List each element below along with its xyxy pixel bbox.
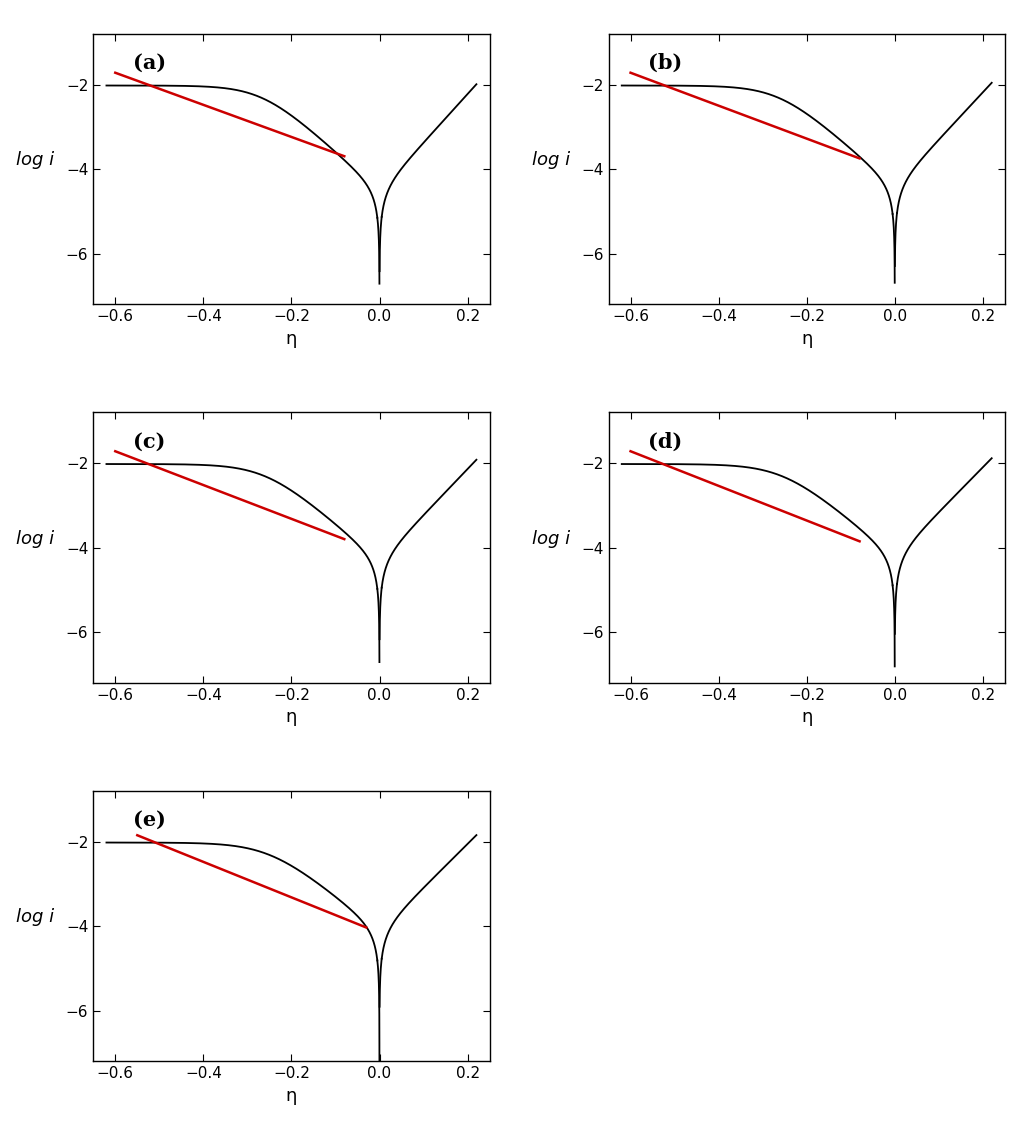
Text: (c): (c) <box>133 431 166 452</box>
Text: (a): (a) <box>133 53 166 72</box>
X-axis label: η: η <box>286 1087 297 1104</box>
Y-axis label: log i: log i <box>531 151 570 169</box>
Text: (e): (e) <box>133 809 166 830</box>
X-axis label: η: η <box>286 330 297 348</box>
Y-axis label: log i: log i <box>17 151 54 169</box>
X-axis label: η: η <box>801 708 812 726</box>
Text: (d): (d) <box>649 431 683 452</box>
Y-axis label: log i: log i <box>17 530 54 548</box>
Y-axis label: log i: log i <box>17 908 54 926</box>
X-axis label: η: η <box>286 708 297 726</box>
Text: (b): (b) <box>649 53 683 72</box>
Y-axis label: log i: log i <box>531 530 570 548</box>
X-axis label: η: η <box>801 330 812 348</box>
